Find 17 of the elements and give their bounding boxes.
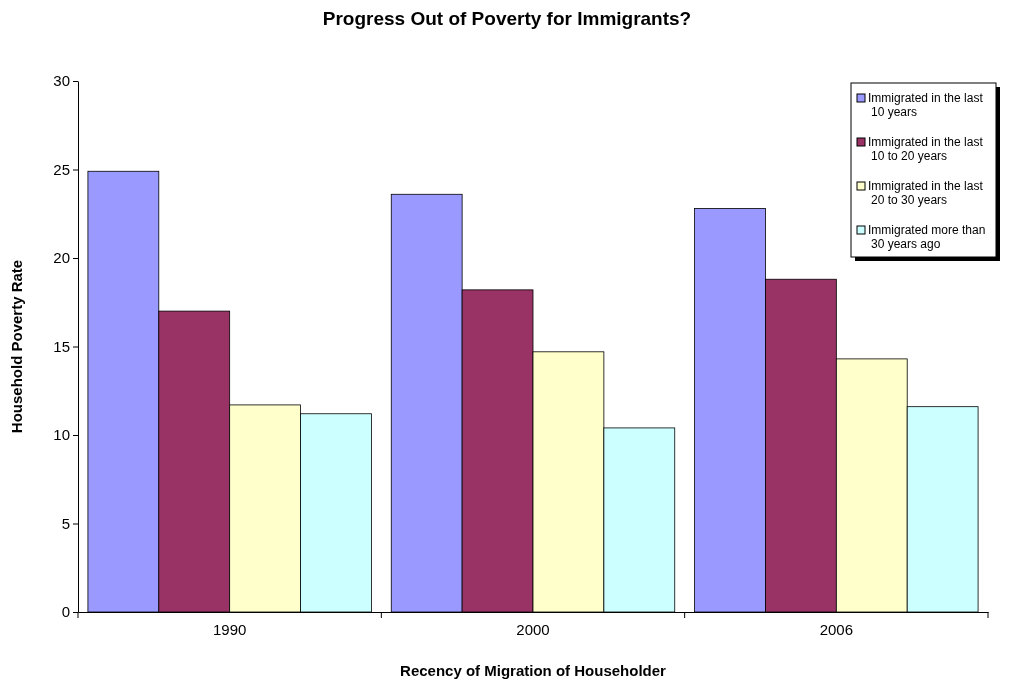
y-tick-label: 0	[61, 603, 70, 621]
y-tick-label: 20	[53, 249, 70, 267]
x-tick-label: 1990	[212, 620, 247, 638]
y-tick-label: 10	[53, 426, 70, 444]
x-tick-label: 2000	[516, 620, 550, 638]
x-axis-title: Recency of Migration of Householder	[400, 662, 667, 679]
legend-label: Immigrated in the last 20 to 30 years	[868, 179, 984, 207]
legend-label: Immigrated in the last 10 to 20 years	[868, 135, 984, 163]
legend-label: Immigrated in the last 10 years	[868, 91, 984, 119]
legend-label: Immigrated more than 30 years ago	[868, 223, 986, 251]
y-tick-label: 30	[53, 72, 70, 90]
chart-title: Progress Out of Poverty for Immigrants?	[322, 8, 692, 29]
y-tick-label: 15	[53, 337, 70, 355]
y-tick-label: 5	[61, 514, 70, 532]
x-tick-label: 2006	[819, 620, 854, 638]
y-tick-label: 25	[53, 160, 70, 178]
y-axis-title: Household Poverty Rate	[8, 259, 25, 434]
